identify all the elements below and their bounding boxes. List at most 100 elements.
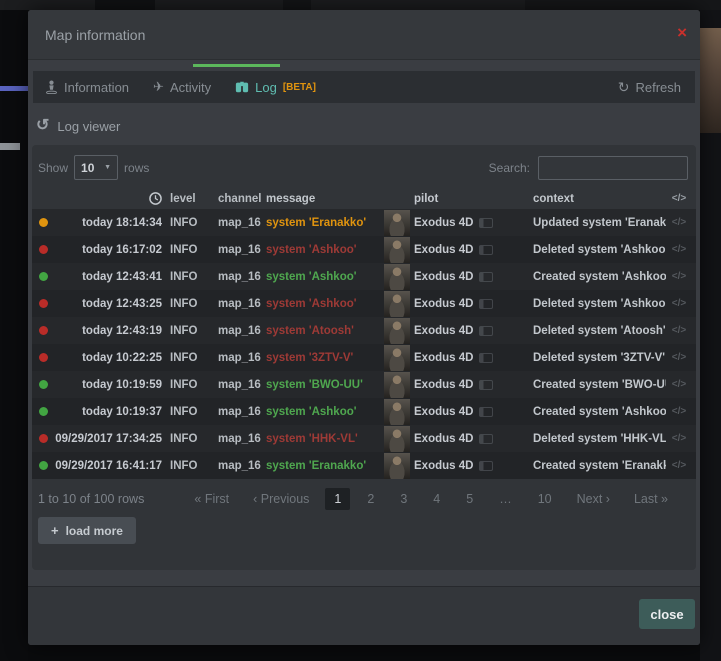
log-message: system 'Atoosh': [266, 324, 354, 337]
log-context: Created system 'BWO-UU'…: [533, 378, 666, 391]
log-time: today 10:19:59: [82, 378, 162, 391]
code-icon[interactable]: </>: [671, 217, 687, 228]
pilot-avatar-cell: [384, 263, 414, 290]
channel-column-header[interactable]: channel: [218, 192, 262, 205]
status-dot-icon: [38, 272, 48, 281]
page-number-button[interactable]: 4: [433, 492, 441, 506]
page-number-button[interactable]: 2: [367, 492, 375, 506]
code-icon[interactable]: </>: [671, 352, 687, 363]
pilot-column-header[interactable]: pilot: [414, 192, 439, 205]
page-ellipsis: …: [499, 492, 512, 506]
load-more-button[interactable]: + load more: [38, 517, 136, 544]
code-icon[interactable]: </>: [671, 406, 687, 417]
log-level: INFO: [170, 432, 198, 445]
log-context: Created system 'Ashkoo' …: [533, 270, 666, 283]
close-button[interactable]: close: [639, 599, 695, 629]
log-viewer-title: Log viewer: [57, 118, 121, 134]
log-channel: map_16: [218, 216, 261, 229]
id-card-icon: [479, 352, 494, 363]
first-page-button[interactable]: « First: [194, 492, 230, 506]
page-number-button[interactable]: 1: [325, 488, 351, 510]
context-column-header[interactable]: context: [533, 192, 574, 205]
code-icon[interactable]: </>: [671, 379, 687, 390]
pilot-cell: Exodus 4D: [414, 325, 533, 337]
log-message: system 'Ashkoo': [266, 297, 357, 310]
log-level: INFO: [170, 378, 198, 391]
pilot-name: Exodus 4D: [414, 216, 474, 229]
log-channel: map_16: [218, 432, 261, 445]
tab-log[interactable]: Log [BETA]: [223, 71, 328, 103]
clock-icon: [149, 191, 162, 205]
page-number-button[interactable]: 5: [466, 492, 474, 506]
log-time: today 16:17:02: [82, 243, 162, 256]
id-card-icon: [479, 244, 494, 255]
tab-log-label: Log: [255, 79, 277, 95]
tab-activity[interactable]: ✈ Activity: [141, 71, 223, 103]
status-cell: [32, 326, 54, 335]
table-row[interactable]: today 16:17:02 INFO map_16 system 'Ashko…: [32, 236, 696, 263]
time-column-header[interactable]: [54, 191, 162, 206]
background-map-element: [0, 143, 20, 150]
table-row[interactable]: today 12:43:25 INFO map_16 system 'Ashko…: [32, 290, 696, 317]
page-size-select[interactable]: 10 ▼: [74, 155, 119, 180]
refresh-button[interactable]: ↻ Refresh: [604, 79, 695, 96]
code-icon[interactable]: </>: [671, 298, 687, 309]
last-page-button[interactable]: Last »: [633, 492, 668, 506]
message-column-header[interactable]: message: [266, 192, 316, 205]
next-page-button[interactable]: Next ›: [576, 492, 610, 506]
pilot-cell: Exodus 4D: [414, 271, 533, 283]
code-icon[interactable]: </>: [671, 244, 687, 255]
search-area: Search:: [489, 155, 688, 180]
level-column-header[interactable]: level: [170, 192, 196, 205]
table-row[interactable]: today 10:19:59 INFO map_16 system 'BWO-U…: [32, 371, 696, 398]
tab-information-label: Information: [64, 79, 130, 95]
log-message: system 'HHK-VL': [266, 432, 358, 445]
code-icon[interactable]: </>: [671, 325, 687, 336]
search-input[interactable]: [538, 155, 688, 180]
table-row[interactable]: today 10:19:37 INFO map_16 system 'Ashko…: [32, 398, 696, 425]
previous-page-button[interactable]: ‹ Previous: [253, 492, 310, 506]
id-card-icon: [479, 298, 494, 309]
refresh-icon: ↻: [617, 78, 630, 95]
code-column-header[interactable]: </>: [671, 193, 687, 204]
id-card-icon: [479, 325, 494, 336]
log-level: INFO: [170, 324, 198, 337]
pilot-avatar: [384, 371, 410, 398]
table-row[interactable]: today 12:43:19 INFO map_16 system 'Atoos…: [32, 317, 696, 344]
background-block: [95, 0, 155, 10]
pilot-avatar: [384, 236, 410, 263]
code-icon[interactable]: </>: [671, 460, 687, 471]
table-row[interactable]: today 10:22:25 INFO map_16 system '3ZTV-…: [32, 344, 696, 371]
table-row[interactable]: 09/29/2017 17:34:25 INFO map_16 system '…: [32, 425, 696, 452]
page-number-button[interactable]: 3: [400, 492, 408, 506]
log-time: today 12:43:19: [82, 324, 162, 337]
status-dot-icon: [38, 353, 48, 362]
map-information-dialog: Map information × Information ✈ Activity: [28, 10, 700, 645]
status-dot-icon: [38, 326, 48, 335]
status-cell: [32, 434, 54, 443]
status-cell: [32, 218, 54, 227]
dialog-header: Map information ×: [28, 10, 700, 60]
history-icon: ↺: [36, 117, 50, 134]
page-number-button[interactable]: 10: [537, 492, 552, 506]
log-context: Updated system 'Eranakk…: [533, 216, 666, 229]
background-block: [525, 0, 721, 10]
log-viewer-heading: ↺ Log viewer: [36, 118, 120, 134]
table-controls: Show 10 ▼ rows Search:: [38, 155, 688, 180]
table-row[interactable]: today 12:43:41 INFO map_16 system 'Ashko…: [32, 263, 696, 290]
close-icon[interactable]: ×: [677, 23, 687, 42]
pilot-avatar-cell: [384, 344, 414, 371]
tab-information[interactable]: Information: [33, 71, 141, 103]
table-row[interactable]: today 18:14:34 INFO map_16 system 'Erana…: [32, 209, 696, 236]
pilot-name: Exodus 4D: [414, 459, 474, 472]
status-cell: [32, 461, 54, 470]
pilot-avatar-cell: [384, 371, 414, 398]
pilot-name: Exodus 4D: [414, 432, 474, 445]
table-row[interactable]: 09/29/2017 16:41:17 INFO map_16 system '…: [32, 452, 696, 479]
pilot-avatar: [384, 290, 410, 317]
code-icon[interactable]: </>: [671, 433, 687, 444]
pilot-name: Exodus 4D: [414, 405, 474, 418]
code-icon[interactable]: </>: [671, 271, 687, 282]
log-channel: map_16: [218, 459, 261, 472]
pilot-avatar-cell: [384, 398, 414, 425]
